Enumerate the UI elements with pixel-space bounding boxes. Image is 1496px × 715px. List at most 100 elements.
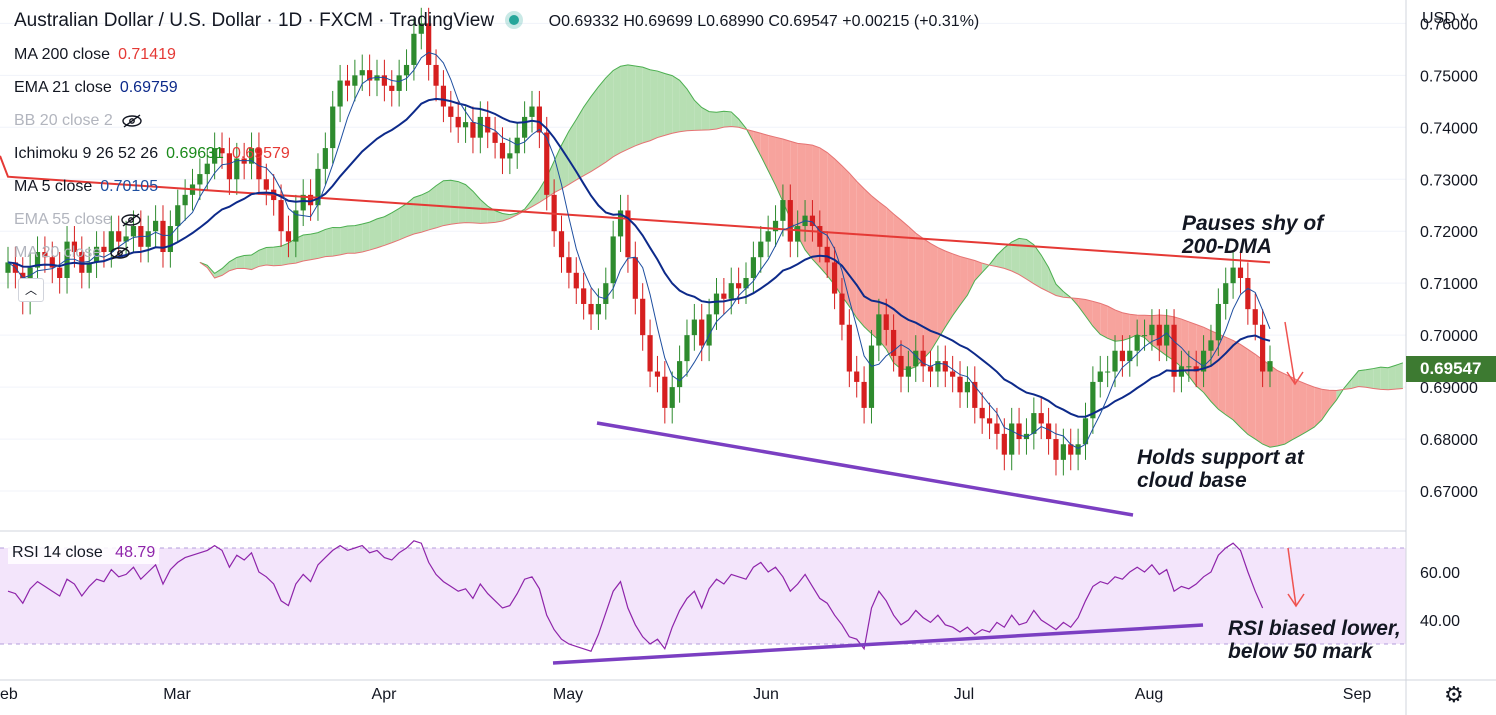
candle-body (381, 75, 387, 86)
annotation-line: 200-DMA (1182, 235, 1272, 258)
candle-body (654, 371, 661, 377)
candle-body (1200, 350, 1207, 372)
price-tick-label: 0.71000 (1420, 276, 1478, 293)
indicator-legend-row[interactable]: Ichimoku 9 26 52 26 0.69631 0.69579 (14, 145, 290, 163)
candle-body (1178, 366, 1185, 377)
symbol-title[interactable]: Australian Dollar / U.S. Dollar · 1D · F… (14, 10, 495, 31)
candle-body (964, 381, 971, 393)
candle-body (130, 226, 137, 237)
price-tick-label: 0.70000 (1420, 328, 1478, 345)
cloud-segment (805, 144, 813, 260)
candle-body (337, 80, 343, 107)
hidden-eye-icon[interactable] (120, 213, 142, 227)
candle-body (883, 314, 889, 330)
time-tick-label: Jun (753, 686, 779, 703)
candle-body (507, 153, 513, 159)
cloud-segment (273, 246, 282, 266)
candle-body (1141, 335, 1148, 337)
candle-body (359, 70, 365, 76)
price-tick-label: 0.74000 (1420, 120, 1478, 137)
cloud-segment (1240, 344, 1248, 435)
cloud-segment (258, 247, 267, 267)
candle-body (440, 85, 447, 107)
candle-body (647, 335, 653, 372)
candle-body (824, 246, 830, 263)
candle-body (197, 174, 203, 185)
candle-body (1134, 335, 1140, 351)
hidden-eye-icon[interactable] (109, 246, 131, 260)
currency-selector[interactable]: USD ˅ (1422, 10, 1470, 28)
candle-body (795, 226, 801, 242)
price-grid (0, 22, 1406, 492)
cloud-segment (340, 226, 348, 255)
candle-body (71, 241, 78, 253)
cloud-segment (1292, 377, 1300, 440)
hidden-eye-icon[interactable] (121, 114, 143, 128)
indicator-legend-row[interactable]: EMA 21 close 0.69759 (14, 79, 178, 97)
cloud-segment (1019, 238, 1027, 280)
candle-body (455, 116, 461, 128)
cloud-segment (436, 180, 444, 228)
price-tick-label: 0.73000 (1420, 172, 1478, 189)
cloud-segment (1122, 312, 1130, 341)
candle-body (426, 23, 432, 65)
candle-body (558, 231, 565, 258)
cloud-segment (384, 212, 392, 246)
cloud-segment (1144, 315, 1152, 345)
candle-body (226, 153, 233, 180)
cloud-segment (1107, 306, 1116, 342)
down-arrow-rsi (1287, 547, 1297, 607)
cloud-segment (1100, 303, 1108, 339)
indicator-legend-row[interactable]: MA 20 close (14, 244, 131, 262)
candle-body (330, 106, 336, 149)
candle-body (566, 257, 572, 273)
candle-body (699, 319, 705, 346)
price-support-trendline (596, 421, 1134, 517)
indicator-legend-row[interactable]: MA 200 close 0.71419 (14, 46, 176, 64)
candle-body (101, 246, 107, 253)
candle-body (5, 262, 11, 273)
cloud-segment (531, 189, 540, 207)
candle-body (957, 376, 963, 393)
candle-body (1038, 413, 1044, 424)
candle-body (167, 226, 173, 253)
cloud-segment (731, 111, 739, 128)
indicator-legend-row[interactable]: EMA 55 close (14, 211, 142, 229)
candle-body (86, 262, 92, 273)
cloud-segment (443, 180, 451, 226)
candle-body (891, 329, 897, 356)
candle-body (972, 381, 978, 408)
candle-body (307, 194, 314, 206)
candle-body (787, 200, 793, 242)
candle-body (108, 231, 114, 253)
candle-body (625, 210, 631, 258)
indicator-legend-row[interactable]: MA 5 close 0.70105 (14, 178, 158, 196)
cloud-segment (1225, 337, 1234, 420)
candle-body (285, 231, 292, 242)
candle-body (344, 80, 351, 86)
cloud-segment (1373, 367, 1381, 390)
cloud-segment (967, 258, 975, 296)
candle-body (477, 116, 483, 138)
candle-body (1171, 324, 1177, 377)
cloud-segment (1270, 365, 1278, 448)
cloud-segment (266, 247, 274, 266)
ma200-line (0, 155, 1271, 264)
candle-body (595, 303, 602, 315)
gear-icon[interactable]: ⚙ (1444, 682, 1464, 707)
candle-body (1149, 324, 1155, 336)
rsi-line (7, 540, 1264, 652)
cloud-segment (377, 216, 385, 248)
candle-body (1119, 350, 1125, 362)
indicator-legend-row[interactable]: BB 20 close 2 (14, 112, 143, 130)
cloud-segment (1085, 299, 1093, 327)
candle-body (49, 257, 55, 268)
cloud-segment (723, 111, 732, 128)
candle-body (116, 231, 122, 242)
price-tick-label: 0.69000 (1420, 380, 1478, 397)
rsi-support-trendline (552, 623, 1204, 665)
collapse-legend-button[interactable]: ︿ (18, 278, 44, 302)
candle-body (418, 23, 424, 34)
candle-body (721, 293, 727, 299)
